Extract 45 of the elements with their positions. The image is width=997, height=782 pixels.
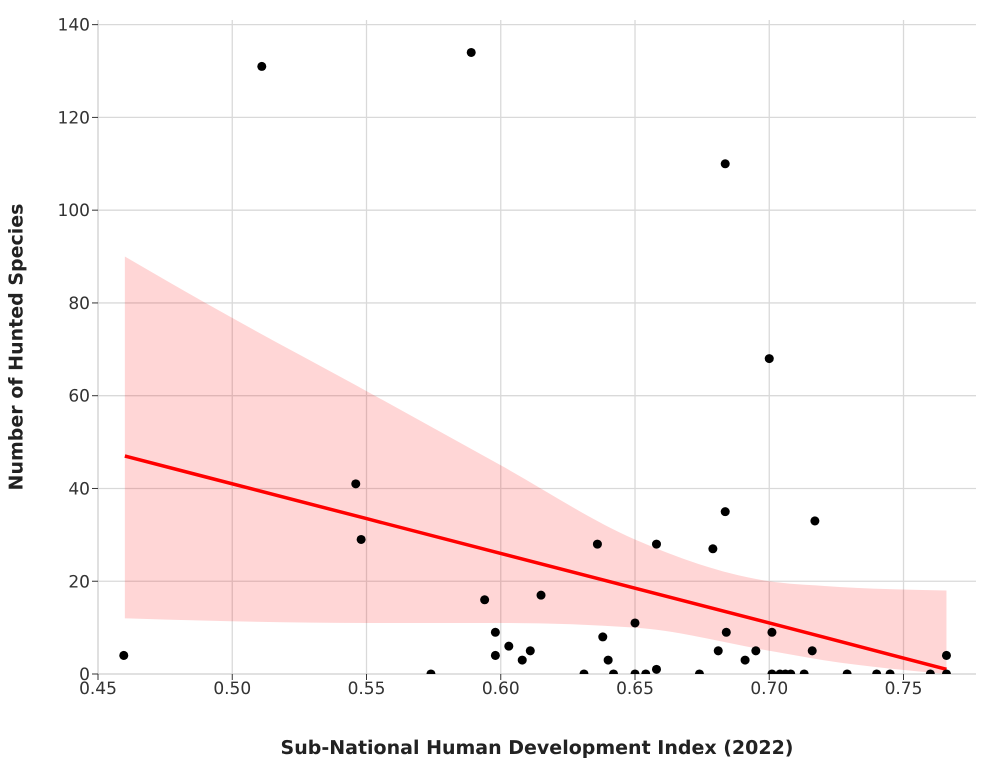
point	[536, 590, 546, 600]
point	[714, 646, 723, 656]
point	[598, 632, 608, 642]
y-tick-label: 100	[58, 201, 90, 222]
point	[518, 656, 527, 665]
y-tick-label: 40	[68, 480, 90, 500]
x-tick-label: 0.60	[482, 679, 520, 700]
point	[490, 650, 500, 660]
point	[351, 479, 360, 488]
point	[257, 62, 266, 71]
point	[592, 540, 602, 549]
point	[652, 664, 661, 674]
y-tick-label: 140	[58, 16, 90, 36]
point	[652, 540, 661, 549]
point	[119, 650, 128, 660]
point	[630, 618, 640, 628]
x-tick-label: 0.65	[616, 679, 654, 700]
point	[720, 159, 730, 168]
point	[764, 354, 774, 364]
y-tick-label: 120	[58, 108, 90, 128]
point	[808, 646, 817, 656]
point	[356, 534, 366, 544]
point	[720, 507, 730, 516]
point	[708, 544, 718, 554]
point	[526, 646, 535, 656]
point	[810, 516, 820, 526]
point	[740, 656, 750, 665]
point	[751, 646, 760, 656]
point	[722, 628, 731, 637]
x-axis-title: Sub-National Human Development Index (2022)	[280, 737, 794, 759]
point	[504, 642, 514, 651]
point	[604, 656, 613, 665]
point	[490, 628, 500, 637]
y-axis-title: Number of Hunted Species	[6, 204, 28, 490]
y-tick-label: 80	[68, 294, 90, 314]
x-tick-label: 0.75	[884, 679, 922, 700]
x-tick-label: 0.50	[213, 679, 252, 700]
point	[466, 48, 476, 57]
x-tick-label: 0.55	[348, 679, 386, 700]
y-tick-label: 20	[68, 572, 90, 592]
point	[767, 628, 776, 637]
point	[480, 595, 490, 604]
x-tick-label: 0.70	[750, 679, 788, 700]
point	[942, 650, 951, 660]
y-tick-label: 60	[68, 386, 90, 407]
